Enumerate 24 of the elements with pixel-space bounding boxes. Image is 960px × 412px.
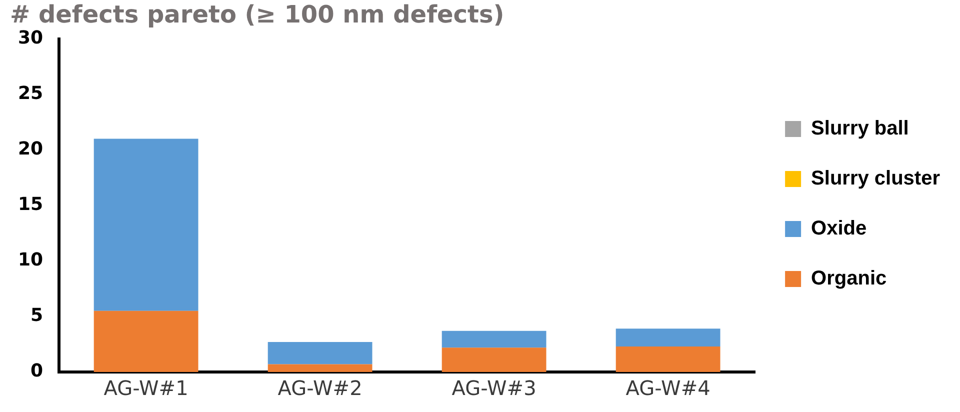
y-tick-label: 5 — [30, 305, 44, 326]
legend-label: Slurry cluster — [811, 168, 940, 190]
x-tick-label: AG-W#1 — [104, 376, 188, 400]
legend-label: Oxide — [811, 218, 867, 240]
legend-label: Slurry ball — [811, 118, 909, 140]
y-tick-label: 0 — [30, 360, 44, 382]
x-tick-label: AG-W#3 — [452, 376, 536, 400]
legend-label: Organic — [811, 268, 887, 290]
y-tick-label: 30 — [18, 27, 44, 48]
bar — [268, 342, 372, 364]
x-tick-label: AG-W#4 — [626, 376, 710, 400]
bar — [616, 346, 720, 372]
bar — [268, 364, 372, 372]
y-tick-label: 10 — [18, 250, 44, 271]
bar — [94, 138, 198, 311]
bar — [616, 328, 720, 346]
y-tick-label: 25 — [18, 83, 44, 104]
bar — [442, 348, 546, 372]
y-tick-label: 15 — [18, 194, 44, 216]
y-tick-label: 20 — [18, 138, 44, 160]
x-tick-label: AG-W#2 — [278, 376, 362, 400]
bar — [94, 310, 198, 372]
chart-title: # defects pareto (≥ 100 nm defects) — [10, 0, 504, 29]
bar — [442, 330, 546, 348]
